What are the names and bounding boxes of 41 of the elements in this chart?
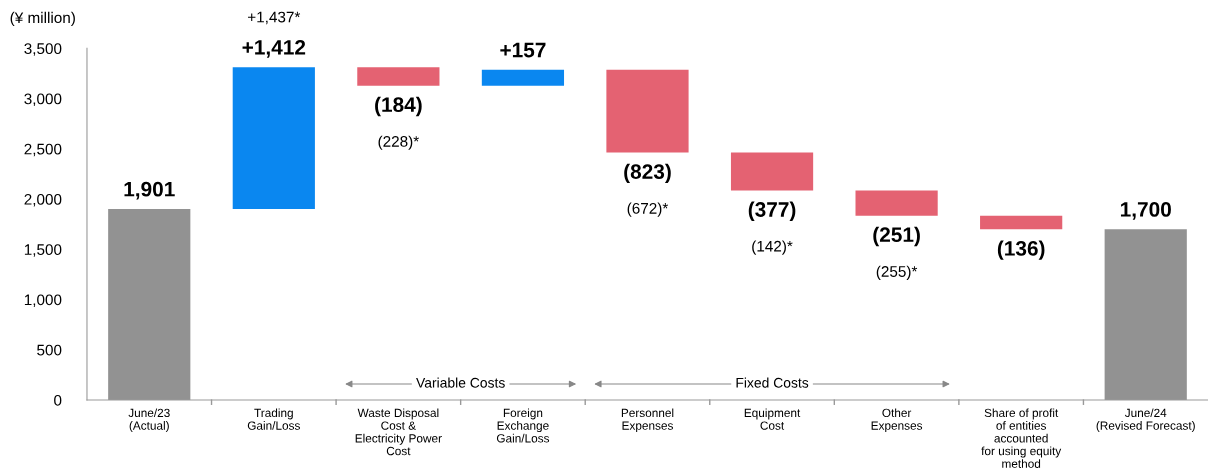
data-label: (377) — [748, 201, 796, 221]
y-tick-label: 3,000 — [24, 93, 62, 107]
annotation: (255)* — [876, 265, 918, 280]
y-axis-title: (¥ million) — [10, 11, 75, 27]
y-tick-label: 3,500 — [24, 43, 62, 56]
data-label: +1,412 — [242, 39, 306, 58]
data-label: 1,901 — [124, 181, 175, 200]
bar — [606, 69, 689, 153]
x-tick-label: June/23 (Actual) — [128, 408, 170, 433]
data-label: (136) — [997, 240, 1045, 260]
data-label: (184) — [375, 96, 422, 117]
y-tick-label: 500 — [37, 344, 62, 356]
x-tick-label: June/24 (Revised Forecast) — [1096, 408, 1195, 433]
y-tick-label: 0 — [54, 394, 62, 406]
data-label: (251) — [873, 226, 920, 247]
annotation: (228)* — [378, 135, 419, 150]
bar — [481, 69, 565, 86]
data-label: (823) — [624, 163, 671, 184]
text: +1,437* — [248, 11, 301, 25]
y-tick-label: 1,500 — [24, 244, 62, 257]
bar — [980, 215, 1063, 230]
annotation: Fixed Costs — [736, 377, 809, 388]
annotation: (672)* — [627, 202, 669, 217]
annotation: Variable Costs — [416, 377, 505, 388]
x-tick-label: Share of profit of entities accounted for using equity method — [981, 408, 1062, 468]
y-tick-label: 1,000 — [24, 294, 62, 308]
bar — [730, 152, 814, 191]
x-tick-label: Trading Gain/Loss — [247, 408, 300, 430]
bar — [232, 67, 315, 210]
x-tick-label: Foreign Exchange Gain/Loss — [496, 408, 550, 443]
y-tick-label: 2,000 — [24, 193, 62, 207]
x-tick-label: Waste Disposal Cost & Electricity Power Cost — [355, 408, 442, 456]
x-tick-label: Other Expenses — [871, 408, 923, 433]
y-tick-label: 2,500 — [24, 143, 62, 157]
data-label: 1,700 — [1120, 202, 1171, 220]
x-tick-label: Personnel Expenses — [621, 408, 674, 433]
bar — [357, 67, 440, 86]
annotation: (142)* — [752, 240, 793, 255]
x-tick-label: Equipment Cost — [744, 408, 801, 430]
data-label: +157 — [500, 42, 546, 58]
bar — [855, 190, 938, 216]
